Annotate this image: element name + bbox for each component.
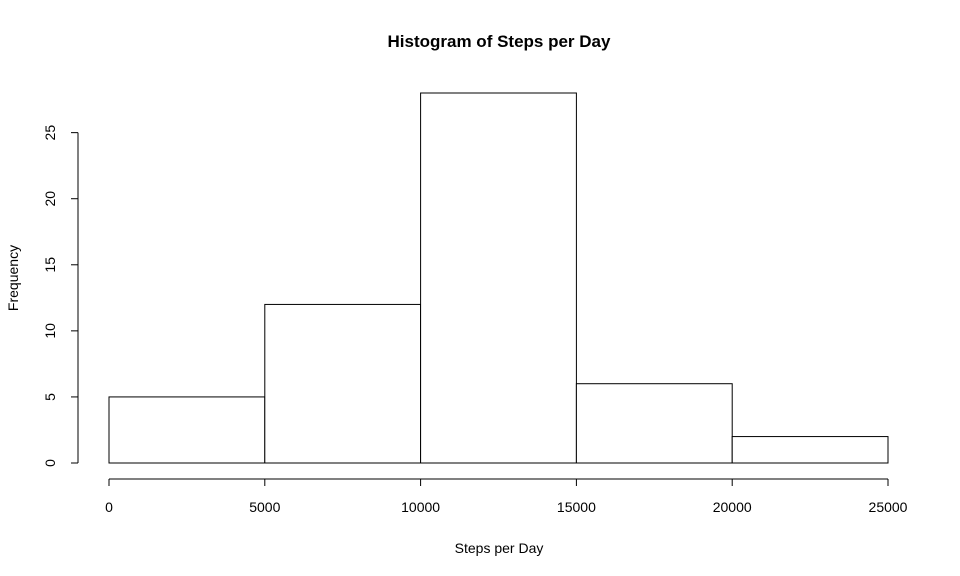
x-tick-label-3: 15000 xyxy=(557,499,596,515)
y-tick-label-1: 5 xyxy=(42,393,58,401)
chart-title: Histogram of Steps per Day xyxy=(388,32,611,51)
bars-layer xyxy=(108,92,889,464)
y-axis-label: Frequency xyxy=(5,245,21,311)
histogram-bar-0 xyxy=(108,396,266,464)
y-tick-label-4: 20 xyxy=(42,191,58,207)
x-axis-label: Steps per Day xyxy=(455,540,544,556)
y-tick-label-0: 0 xyxy=(42,459,58,467)
histogram-bar-3 xyxy=(575,383,733,464)
y-axis: 0 5 10 15 20 25 xyxy=(42,125,79,467)
y-tick-label-5: 25 xyxy=(42,125,58,141)
histogram-bar-4 xyxy=(731,436,889,464)
x-tick-label-2: 10000 xyxy=(401,499,440,515)
x-tick-label-0: 0 xyxy=(105,499,113,515)
x-tick-label-5: 25000 xyxy=(869,499,908,515)
x-tick-label-1: 5000 xyxy=(249,499,280,515)
histogram-bar-2 xyxy=(420,92,577,464)
y-tick-label-3: 15 xyxy=(42,257,58,273)
x-tick-label-4: 20000 xyxy=(713,499,752,515)
histogram-bar-1 xyxy=(264,303,422,464)
x-axis: 0 5000 10000 15000 20000 25000 xyxy=(105,478,908,515)
y-tick-label-2: 10 xyxy=(42,323,58,339)
